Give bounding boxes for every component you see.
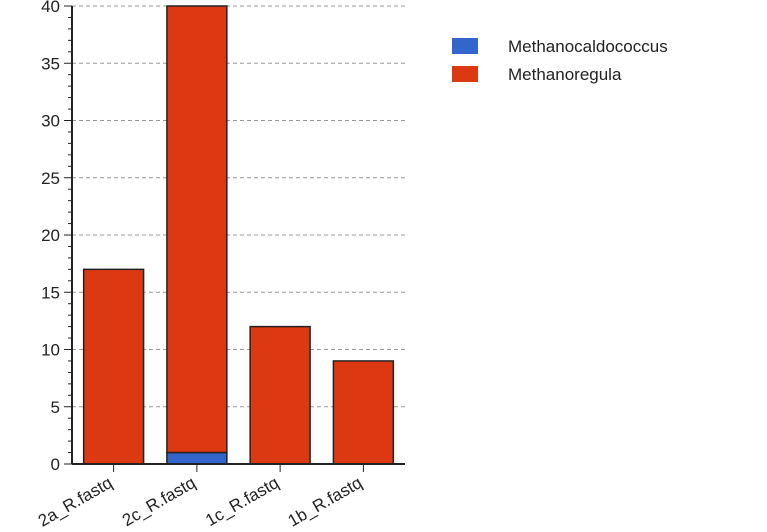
y-tick-label: 40: [41, 0, 60, 16]
x-tick-label: 2a_R.fastq: [35, 473, 116, 531]
bar-segment-methanoregula-2: [249, 325, 311, 465]
legend-label-methanoregula: Methanoregula: [508, 65, 622, 84]
y-tick-label: 30: [41, 112, 60, 131]
y-tick-label: 10: [41, 341, 60, 360]
legend: Methanocaldococcus Methanoregula: [452, 37, 668, 84]
bar-segment-methanoregula-1: [166, 5, 228, 454]
y-tick-label: 15: [41, 283, 60, 302]
bars: [82, 5, 395, 465]
x-tick-label: 1b_R.fastq: [285, 473, 366, 531]
x-tick-label: 1c_R.fastq: [202, 473, 282, 530]
y-tick-label: 35: [41, 54, 60, 73]
bar-segment-methanocaldococcus-1: [166, 451, 228, 465]
x-tick-label: 2c_R.fastq: [119, 473, 199, 530]
bar-segment-methanoregula-0: [82, 268, 145, 465]
y-tick-label: 25: [41, 169, 60, 188]
legend-swatch-methanocaldococcus: [452, 38, 478, 54]
y-tick-label: 5: [51, 398, 60, 417]
bar-segment-methanoregula-3: [332, 360, 395, 465]
y-tick-label: 0: [51, 455, 60, 474]
legend-swatch-methanoregula: [452, 66, 478, 82]
y-tick-label: 20: [41, 226, 60, 245]
legend-label-methanocaldococcus: Methanocaldococcus: [508, 37, 668, 56]
